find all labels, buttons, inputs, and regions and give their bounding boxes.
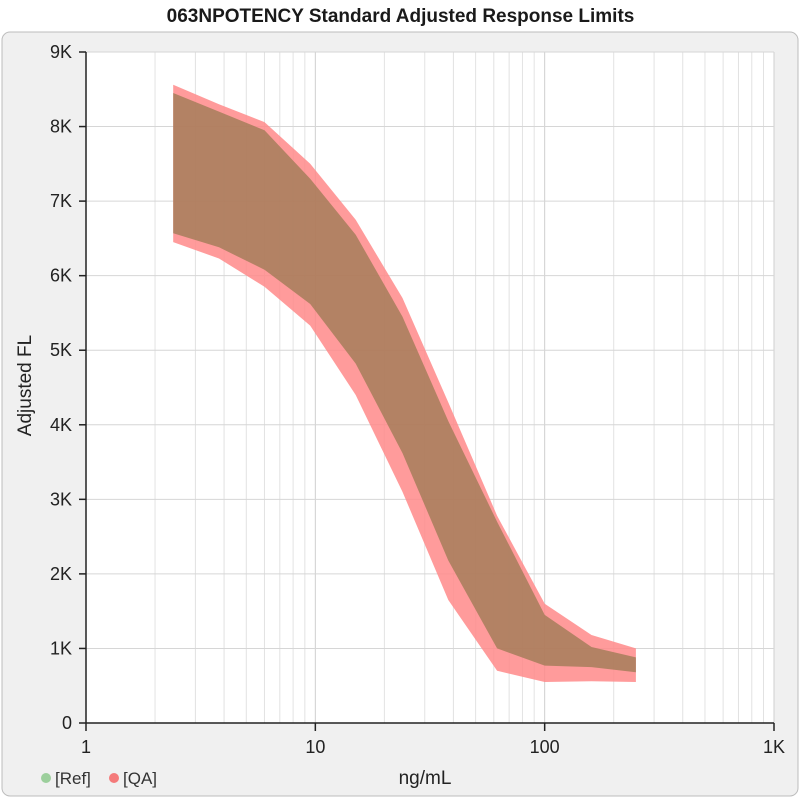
y-tick-label: 9K (50, 42, 72, 62)
y-axis-title: Adjusted FL (15, 335, 36, 436)
y-tick-label: 6K (50, 266, 72, 286)
x-tick-label: 1K (763, 737, 785, 757)
ref-limit-band (173, 93, 636, 673)
y-tick-label: 8K (50, 117, 72, 137)
x-axis-title: ng/mL (399, 768, 452, 789)
x-tick-label: 100 (530, 737, 560, 757)
legend-qa-label[interactable]: [QA] (123, 769, 157, 788)
legend-ref-marker[interactable] (41, 773, 51, 783)
y-tick-label: 1K (50, 638, 72, 658)
chart-title: 063NPOTENCY Standard Adjusted Response L… (166, 6, 635, 27)
legend-qa-marker[interactable] (109, 773, 119, 783)
x-tick-label: 10 (305, 737, 325, 757)
y-tick-label: 3K (50, 489, 72, 509)
legend-ref-label[interactable]: [Ref] (55, 769, 91, 788)
y-tick-label: 2K (50, 564, 72, 584)
y-tick-label: 5K (50, 340, 72, 360)
x-tick-label: 1 (81, 737, 91, 757)
y-tick-label: 4K (50, 415, 72, 435)
y-tick-label: 7K (50, 191, 72, 211)
y-tick-label: 0 (62, 713, 72, 733)
